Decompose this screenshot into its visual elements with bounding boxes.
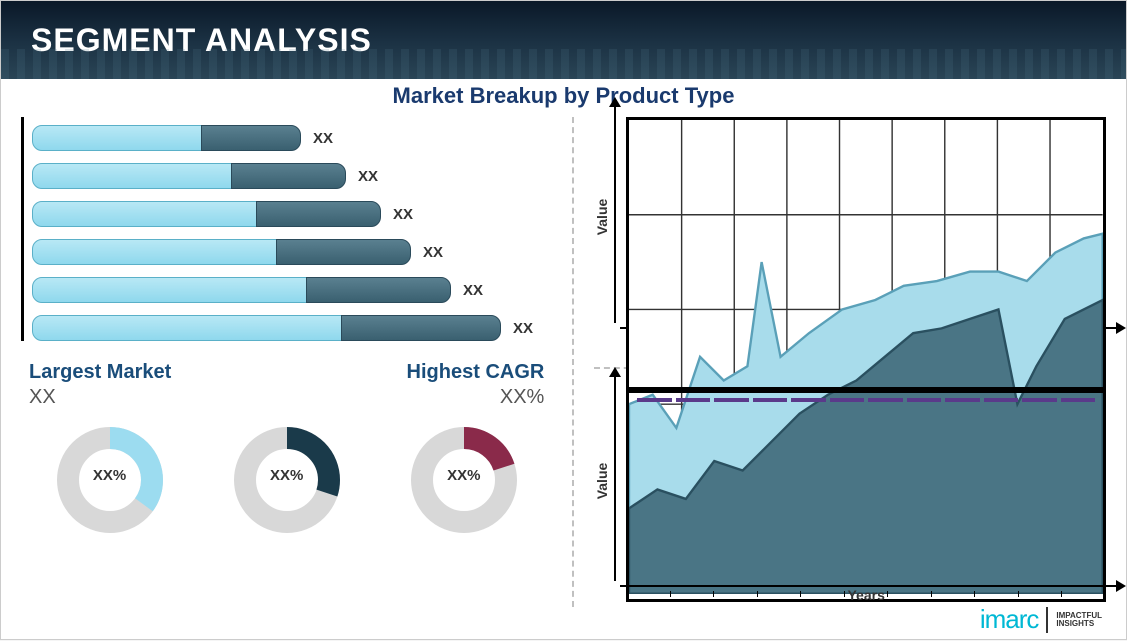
hbar-label: XX (393, 206, 413, 223)
hbar-segment-dark (341, 315, 501, 341)
logo-tagline: IMPACTFUL INSIGHTS (1056, 612, 1102, 628)
combo-bar (791, 398, 825, 402)
stat-title: Highest CAGR (407, 361, 545, 384)
combo-chart-container: Value Years (626, 387, 1106, 575)
content-area: Market Breakup by Product Type XX XX XX … (1, 79, 1126, 641)
hbar-track (32, 315, 501, 341)
combo-bar (984, 398, 1018, 402)
hbar-track (32, 201, 381, 227)
x-axis-label: Years (847, 587, 884, 603)
hbar-row: XX (32, 125, 552, 151)
vertical-divider (572, 117, 574, 607)
hbar-segment-light (32, 277, 307, 303)
donut-chart: XX% (389, 425, 539, 484)
combo-bar (830, 398, 864, 402)
hbar-segment-light (32, 201, 257, 227)
hbar-label: XX (313, 130, 333, 147)
stats-row: Largest Market XX Highest CAGR XX% (21, 341, 552, 415)
y-axis-arrow (614, 105, 616, 323)
combo-bar (1061, 398, 1095, 402)
combo-bar (676, 398, 710, 402)
stat-title: Largest Market (29, 361, 171, 384)
logo: imarc IMPACTFUL INSIGHTS (980, 604, 1102, 635)
hbar-row: XX (32, 163, 552, 189)
donut-label: XX% (447, 467, 480, 484)
skyline-decoration (1, 49, 1126, 79)
combo-bar (945, 398, 979, 402)
hbar-segment-light (32, 163, 232, 189)
hbar-label: XX (423, 244, 443, 261)
y-axis-label: Value (594, 199, 610, 236)
hbar-segment-light (32, 239, 277, 265)
donut-label: XX% (270, 467, 303, 484)
header: SEGMENT ANALYSIS (1, 1, 1126, 79)
hbar-label: XX (463, 282, 483, 299)
combo-bar (637, 398, 671, 402)
combo-chart (626, 387, 1106, 393)
y-axis-label: Value (594, 463, 610, 500)
donut-label: XX% (93, 467, 126, 484)
hbar-track (32, 239, 411, 265)
hbar-segment-dark (256, 201, 381, 227)
columns-layout: XX XX XX XX XX XX Largest Market XX (21, 117, 1106, 607)
combo-bar (714, 398, 748, 402)
right-column: Value Years Value Years (594, 117, 1106, 607)
stat-value: XX (29, 386, 171, 409)
left-column: XX XX XX XX XX XX Largest Market XX (21, 117, 552, 607)
hbar-segment-dark (276, 239, 411, 265)
hbar-segment-light (32, 125, 202, 151)
hbar-segment-dark (231, 163, 346, 189)
hbar-label: XX (513, 320, 533, 337)
hbar-segment-dark (201, 125, 301, 151)
hbar-track (32, 163, 346, 189)
hbar-row: XX (32, 277, 552, 303)
largest-market-stat: Largest Market XX (29, 361, 171, 409)
hbar-track (32, 125, 301, 151)
y-axis-arrow (614, 375, 616, 581)
combo-bar (868, 398, 902, 402)
donut-chart: XX% (35, 425, 185, 484)
logo-divider (1046, 607, 1048, 633)
hbar-segment-dark (306, 277, 451, 303)
combo-bar (907, 398, 941, 402)
hbar-label: XX (358, 168, 378, 185)
donut-charts-row: XX% XX% XX% (21, 415, 552, 484)
logo-text: imarc (980, 604, 1039, 635)
stat-value: XX% (407, 386, 545, 409)
horizontal-bar-chart: XX XX XX XX XX XX (21, 117, 552, 341)
combo-bar (753, 398, 787, 402)
hbar-row: XX (32, 201, 552, 227)
segment-analysis-page: SEGMENT ANALYSIS Market Breakup by Produ… (0, 0, 1127, 640)
highest-cagr-stat: Highest CAGR XX% (407, 361, 545, 409)
chart-subtitle: Market Breakup by Product Type (21, 83, 1106, 109)
hbar-row: XX (32, 239, 552, 265)
hbar-track (32, 277, 451, 303)
area-chart-container: Value Years (626, 117, 1106, 317)
combo-bar (1022, 398, 1056, 402)
donut-chart: XX% (212, 425, 362, 484)
hbar-row: XX (32, 315, 552, 341)
hbar-segment-light (32, 315, 342, 341)
